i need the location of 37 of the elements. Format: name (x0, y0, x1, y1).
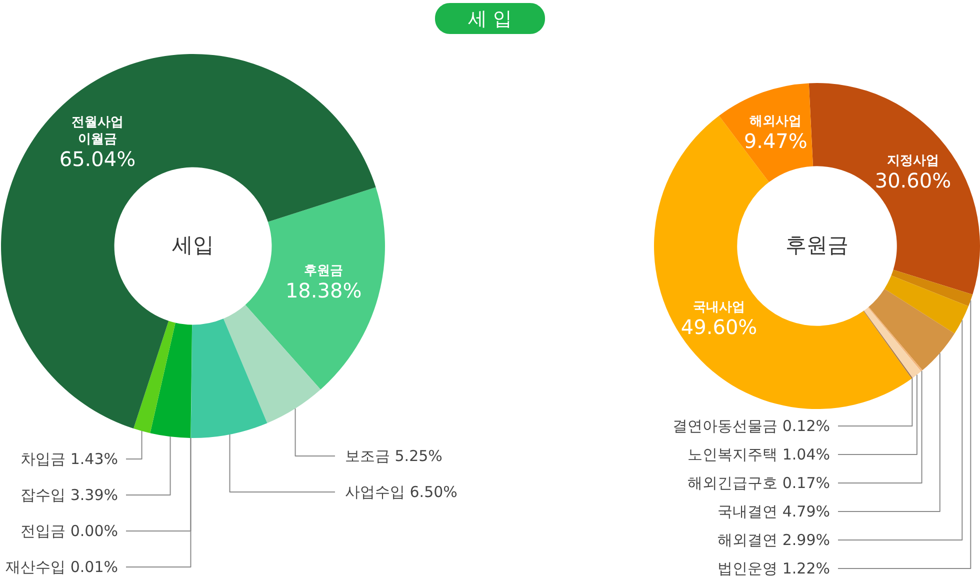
donut-slice (134, 320, 176, 434)
slice-label: 국내결연 4.79% (718, 502, 830, 520)
text: 후원금 (786, 233, 848, 257)
slice-label: 잡수입 3.39% (20, 486, 118, 504)
chart-title: 세 입 (468, 8, 512, 30)
slice-label: 해외사업 (750, 114, 802, 129)
donut-slice (190, 318, 268, 438)
donut-slice (223, 304, 321, 424)
donut-slice (150, 322, 192, 438)
slice-label: 사업수입 6.50% (345, 483, 458, 501)
slice-label: 전월사업 이월금 (71, 115, 124, 148)
slice-label: 해외긴급구호 0.17% (688, 474, 830, 492)
donut-slice (1, 54, 376, 429)
slice-label: 차입금 1.43% (20, 450, 118, 468)
donut-slice (863, 310, 913, 379)
text: 세입 (172, 233, 214, 257)
slice-label: 지정사업 (886, 154, 939, 169)
donut-slice (891, 270, 973, 306)
donut-slice (864, 307, 922, 378)
data-label: 30.60% (874, 168, 952, 193)
slice-label: 법인운영 1.22% (718, 560, 830, 578)
donut-slice (245, 187, 385, 390)
slice-label: 후원금 (304, 264, 344, 279)
category-label: 전입금 0.00% (20, 522, 118, 540)
donut-slice (868, 288, 955, 370)
slice-label: 보조금 5.25% (345, 447, 442, 465)
slice-label: 재산수입 0.01% (6, 558, 118, 576)
data-label: 9.47% (744, 128, 808, 153)
data-label: 49.60% (680, 314, 758, 339)
donut-slice (868, 306, 922, 372)
data-label: 65.04% (59, 147, 136, 172)
slice-label: 국내사업 (693, 300, 746, 315)
slice-label: 결연아동선물금 0.12% (672, 417, 830, 435)
data-label: 18.38% (285, 278, 362, 303)
donut-slice (884, 276, 968, 334)
slice-label: 해외결연 2.99% (718, 531, 830, 549)
slice-label: 노인복지주택 1.04% (688, 446, 830, 464)
